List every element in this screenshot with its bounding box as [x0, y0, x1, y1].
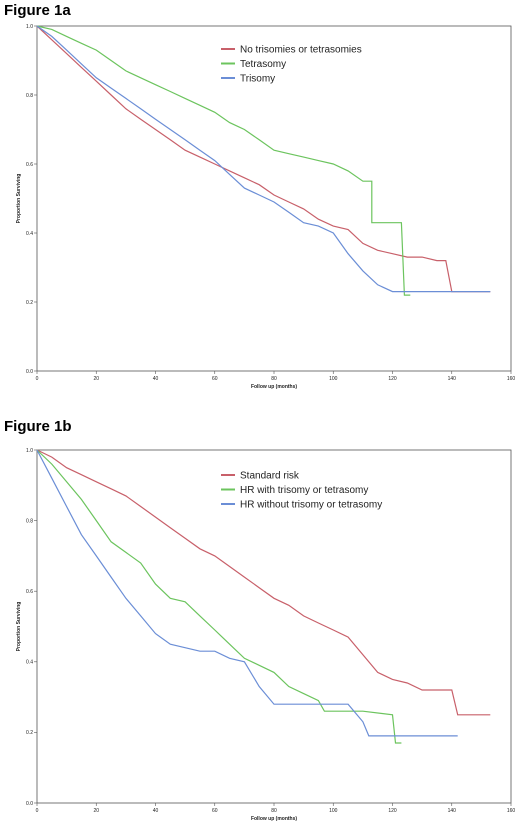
y-tick-label: 0.8: [26, 93, 33, 99]
x-axis-label: Follow up (months): [251, 816, 297, 822]
x-tick-label: 20: [93, 376, 99, 382]
y-tick-label: 0.6: [26, 589, 33, 595]
x-tick-label: 120: [388, 808, 397, 814]
y-axis-label: Proportion Surviving: [16, 602, 22, 652]
figure-1b-chart: 0.0 0.2 0.4 0.6 0.8 1.0 0 20 40 60 80 100 120 140 160 F…: [16, 448, 516, 822]
x-tick-label: 0: [36, 808, 39, 814]
y-tick-label: 0.0: [26, 801, 33, 807]
x-tick-label: 20: [93, 808, 99, 814]
y-tick-label: 0.6: [26, 162, 33, 168]
x-tick-label: 60: [212, 808, 218, 814]
x-tick-label: 140: [448, 376, 457, 382]
series-line-1: [36, 449, 491, 716]
x-tick-label: 40: [153, 808, 159, 814]
x-axis-label: Follow up (months): [251, 384, 297, 390]
legend-label: Tetrasomy: [240, 59, 286, 70]
x-tick-label: 160: [507, 376, 516, 382]
x-tick-label: 100: [329, 376, 338, 382]
y-tick-label: 1.0: [26, 448, 33, 454]
y-tick-label: 0.4: [26, 660, 33, 666]
series-line-1: [36, 25, 491, 293]
legend-label: Trisomy: [240, 74, 275, 85]
y-tick-label: 0.0: [26, 369, 33, 375]
legend-label: Standard risk: [240, 471, 300, 482]
x-tick-label: 0: [36, 376, 39, 382]
x-tick-label: 80: [271, 808, 277, 814]
x-tick-label: 100: [329, 808, 338, 814]
series-line-3: [36, 25, 491, 293]
figure-1a-title: Figure 1a: [4, 2, 71, 19]
y-tick-label: 0.8: [26, 518, 33, 524]
figure-1b-title: Figure 1b: [4, 418, 72, 435]
y-tick-label: 0.2: [26, 730, 33, 736]
series-line-3: [36, 449, 458, 737]
y-tick-label: 1.0: [26, 24, 33, 30]
x-tick-label: 120: [388, 376, 397, 382]
x-tick-label: 60: [212, 376, 218, 382]
x-tick-label: 160: [507, 808, 516, 814]
y-axis-label: Proportion Surviving: [16, 174, 22, 224]
series-line-2: [36, 449, 402, 744]
legend-label: No trisomies or tetrasomies: [240, 45, 362, 56]
x-tick-label: 80: [271, 376, 277, 382]
legend-label: HR with trisomy or tetrasomy: [240, 485, 368, 496]
x-tick-label: 40: [153, 376, 159, 382]
x-tick-label: 140: [448, 808, 457, 814]
y-tick-label: 0.2: [26, 300, 33, 306]
figure-1a-chart: 0.0 0.2 0.4 0.6 0.8 1.0 0 20 40 60 80 100 120 140 160 F…: [16, 24, 516, 390]
y-tick-label: 0.4: [26, 231, 33, 237]
series-line-2: [36, 25, 411, 296]
legend-label: HR without trisomy or tetrasomy: [240, 500, 382, 511]
